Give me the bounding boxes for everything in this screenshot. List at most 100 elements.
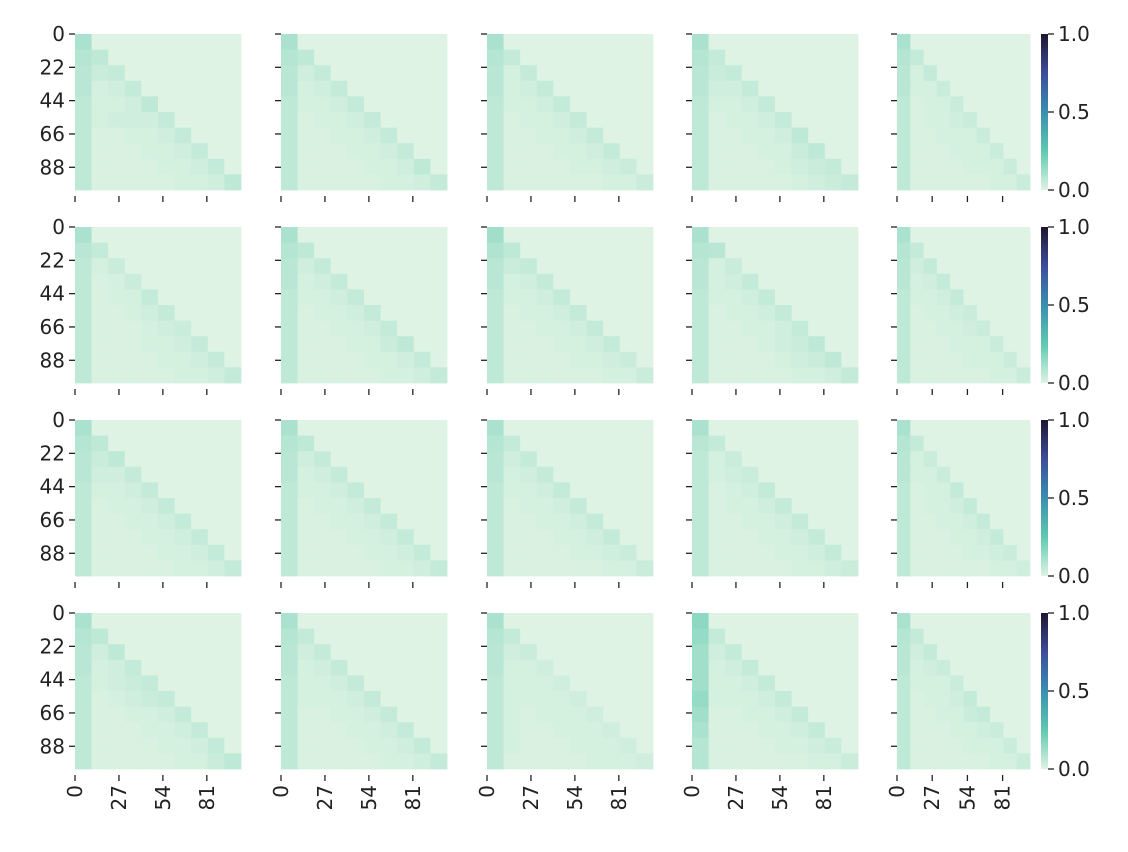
heatmap-cell xyxy=(1016,628,1031,645)
heatmap-cell xyxy=(936,644,951,661)
heatmap-cell xyxy=(330,80,348,97)
heatmap-cell xyxy=(824,273,842,290)
heatmap-cell xyxy=(224,174,242,191)
heatmap-cell xyxy=(503,289,521,306)
heatmap-cell xyxy=(430,420,448,436)
heatmap-cell xyxy=(553,613,571,629)
heatmap-cell xyxy=(108,305,126,321)
heatmap-cell xyxy=(297,529,315,546)
heatmap-cell xyxy=(158,65,175,82)
x-tick-label: 27 xyxy=(519,785,543,810)
heatmap-cell xyxy=(207,174,225,191)
heatmap-cell xyxy=(158,112,175,128)
heatmap-cell xyxy=(207,65,225,82)
heatmap-cell xyxy=(520,628,538,645)
heatmap-cell xyxy=(330,65,348,82)
heatmap-cell xyxy=(158,258,175,275)
heatmap-cell xyxy=(791,34,809,50)
heatmap-cell xyxy=(413,320,431,337)
heatmap-cell xyxy=(503,675,521,692)
heatmap-cell xyxy=(636,351,654,368)
heatmap-cell xyxy=(976,320,991,337)
heatmap-cell xyxy=(158,722,175,739)
heatmap-cell xyxy=(281,722,298,739)
heatmap-cell xyxy=(936,258,951,275)
heatmap-cell xyxy=(141,367,159,384)
heatmap-cell xyxy=(536,691,554,707)
heatmap-cell xyxy=(553,482,571,499)
heatmap-cell xyxy=(841,644,859,661)
heatmap-cell xyxy=(1016,351,1031,368)
heatmap-cell xyxy=(1016,706,1031,723)
heatmap-cell xyxy=(174,498,192,514)
heatmap-cell xyxy=(141,174,159,191)
heatmap-cell xyxy=(603,482,621,499)
heatmap-cell xyxy=(586,258,604,275)
heatmap-cell xyxy=(936,96,951,113)
heatmap-cell xyxy=(775,158,792,175)
heatmap-cell xyxy=(1016,112,1031,128)
heatmap-cell xyxy=(553,675,571,692)
heatmap-cell xyxy=(1003,258,1018,275)
heatmap-cell xyxy=(936,675,951,692)
heatmap-cell xyxy=(158,158,175,175)
heatmap-cell xyxy=(75,659,92,676)
heatmap-cell xyxy=(725,158,743,175)
heatmap-cell xyxy=(708,112,726,128)
heatmap-cell xyxy=(963,351,978,368)
heatmap-cell xyxy=(976,659,991,676)
heatmap-cell xyxy=(553,112,571,128)
heatmap-cell xyxy=(108,691,126,707)
heatmap-cell xyxy=(314,737,332,754)
heatmap-cell xyxy=(808,96,826,113)
heatmap-cell xyxy=(808,675,826,692)
heatmap-cell xyxy=(536,143,554,160)
heatmap-cell xyxy=(108,258,126,275)
heatmap-cell xyxy=(330,158,348,175)
heatmap-cell xyxy=(124,367,142,384)
heatmap-cell xyxy=(91,305,109,321)
heatmap-cell xyxy=(950,451,964,468)
heatmap-cell xyxy=(741,529,759,546)
heatmap-cell xyxy=(397,753,415,770)
heatmap-cell xyxy=(976,675,991,692)
heatmap-cell xyxy=(692,706,709,723)
heatmap-cell xyxy=(314,112,332,128)
heatmap-cell xyxy=(91,65,109,82)
heatmap-cell xyxy=(520,320,538,337)
heatmap-cell xyxy=(380,613,398,629)
heatmap-cell xyxy=(923,49,938,66)
y-tick-label: 0 xyxy=(52,601,65,625)
heatmap-cell xyxy=(910,675,924,692)
heatmap-cell xyxy=(174,158,192,175)
heatmap-cell xyxy=(397,613,415,629)
heatmap-cell xyxy=(75,80,92,97)
heatmap-cell xyxy=(536,336,554,353)
heatmap-cell xyxy=(207,143,225,160)
heatmap-cell xyxy=(936,737,951,754)
heatmap-cell xyxy=(1016,65,1031,82)
heatmap-cell xyxy=(174,482,192,499)
heatmap-cell xyxy=(224,49,242,66)
heatmap-cell xyxy=(91,80,109,97)
heatmap-cell xyxy=(950,367,964,384)
heatmap-cell xyxy=(397,466,415,483)
heatmap-cell xyxy=(897,529,911,546)
heatmap-cell xyxy=(1016,174,1031,191)
heatmap-cell xyxy=(364,143,381,160)
heatmap-cell xyxy=(775,613,792,629)
heatmap-cell xyxy=(897,560,911,577)
colorbar xyxy=(1041,34,1048,190)
heatmap-cell xyxy=(990,737,1004,754)
heatmap-cell xyxy=(503,158,521,175)
heatmap-cell xyxy=(520,466,538,483)
heatmap-cell xyxy=(923,127,938,144)
heatmap-cell xyxy=(75,320,92,337)
heatmap-cell xyxy=(430,544,448,561)
heatmap-cell xyxy=(108,451,126,468)
heatmap-cell xyxy=(297,143,315,160)
heatmap-cell xyxy=(108,753,126,770)
heatmap-cell xyxy=(174,351,192,368)
heatmap-cell xyxy=(281,320,298,337)
heatmap-cell xyxy=(692,529,709,546)
